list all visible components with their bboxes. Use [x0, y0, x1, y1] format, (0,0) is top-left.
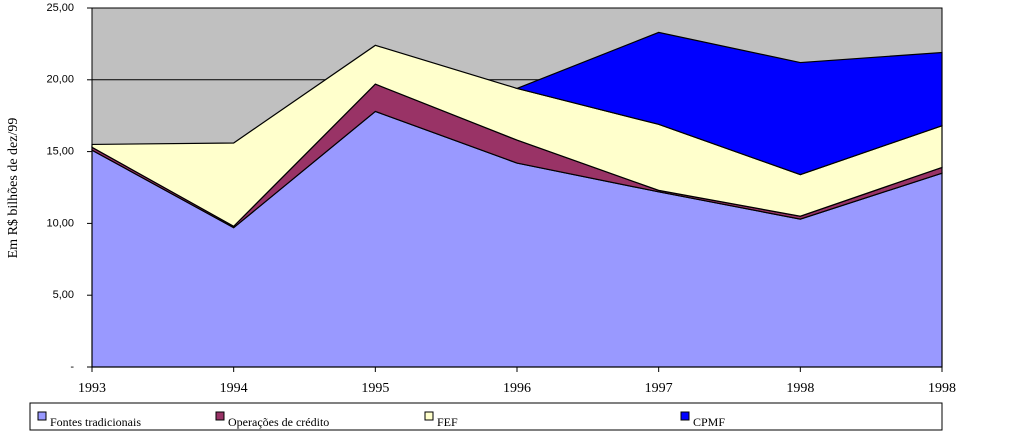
x-tick-label: 1997 [645, 381, 673, 396]
legend-label: FEF [437, 415, 458, 429]
y-tick-label: 5,00 [53, 289, 74, 301]
legend-swatch [424, 411, 434, 421]
legend-label: Fontes tradicionais [50, 415, 141, 429]
legend-label: CPMF [693, 415, 725, 429]
legend-label: Operações de crédito [228, 415, 329, 429]
x-tick-label: 1995 [361, 381, 389, 396]
legend-swatch [37, 411, 47, 421]
legend [29, 402, 943, 431]
y-axis-label: Em R$ bilhões de dez/99 [6, 118, 21, 259]
x-tick-label: 1998 [786, 381, 814, 396]
y-tick-label: 25,00 [46, 2, 74, 14]
legend-swatch [215, 411, 225, 421]
x-tick-label: 1994 [220, 381, 248, 396]
legend-swatch [680, 411, 690, 421]
y-tick-label: 15,00 [46, 146, 74, 158]
y-tick-label: 20,00 [46, 74, 74, 86]
x-tick-label: 1996 [503, 381, 531, 396]
x-tick-label: 1998 [928, 381, 956, 396]
x-tick-label: 1993 [78, 381, 106, 396]
y-tick-label: 10,00 [46, 217, 74, 229]
y-tick-label: - [70, 361, 74, 373]
